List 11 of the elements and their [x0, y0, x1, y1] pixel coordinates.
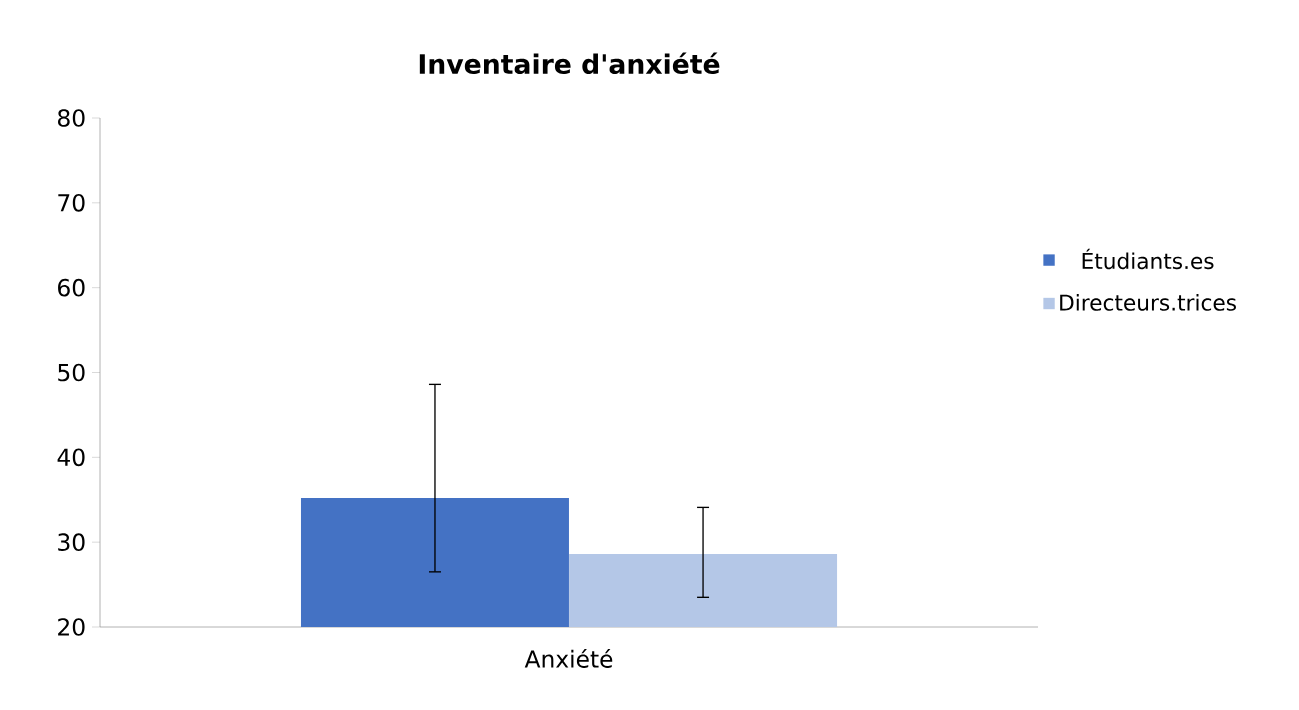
y-tick-label: 50 — [58, 363, 85, 382]
legend-label: Étudiants.es — [1082, 248, 1214, 270]
y-tick-label: 60 — [58, 278, 85, 297]
legend-label: Directeurs.trices — [1060, 294, 1236, 311]
y-tick-label: 80 — [58, 109, 85, 127]
chart-title: Inventaire d'anxiété — [419, 52, 720, 75]
y-tick-label: 30 — [58, 533, 85, 551]
x-tick-label: Anxiété — [524, 648, 613, 668]
y-tick-label: 70 — [58, 194, 85, 212]
y-tick-label: 40 — [57, 448, 85, 467]
y-tick-label: 20 — [58, 618, 85, 636]
